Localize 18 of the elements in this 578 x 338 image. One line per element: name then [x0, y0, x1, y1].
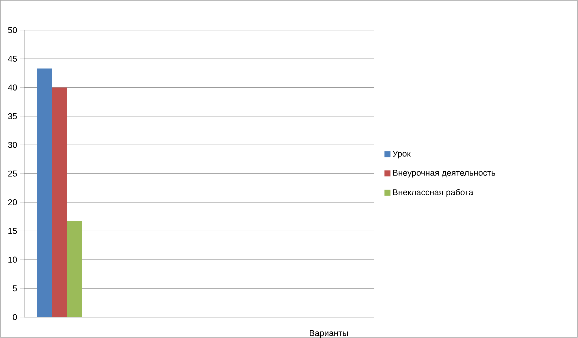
y-tick-label: 10	[8, 256, 18, 263]
legend-label: Внеклассная работа	[393, 189, 474, 198]
x-axis-title: Варианты	[310, 330, 348, 338]
y-tick-label: 30	[8, 142, 18, 148]
y-tick-label: 45	[8, 56, 18, 62]
y-tick-label: 5	[13, 286, 18, 292]
y-tick-label: 20	[8, 200, 18, 206]
y-tick-label: 25	[8, 170, 18, 177]
bar	[37, 68, 52, 318]
bar	[67, 221, 82, 318]
legend-label: Урок	[392, 150, 411, 159]
legend-label: Внеурочная деятельность	[393, 170, 496, 178]
y-tick-label: 0	[13, 314, 18, 320]
y-tick-label: 35	[8, 113, 18, 120]
bar	[52, 88, 68, 318]
y-tick-label: 40	[8, 84, 18, 91]
y-tick-label: 50	[8, 27, 18, 34]
y-tick-label: 15	[8, 228, 18, 234]
